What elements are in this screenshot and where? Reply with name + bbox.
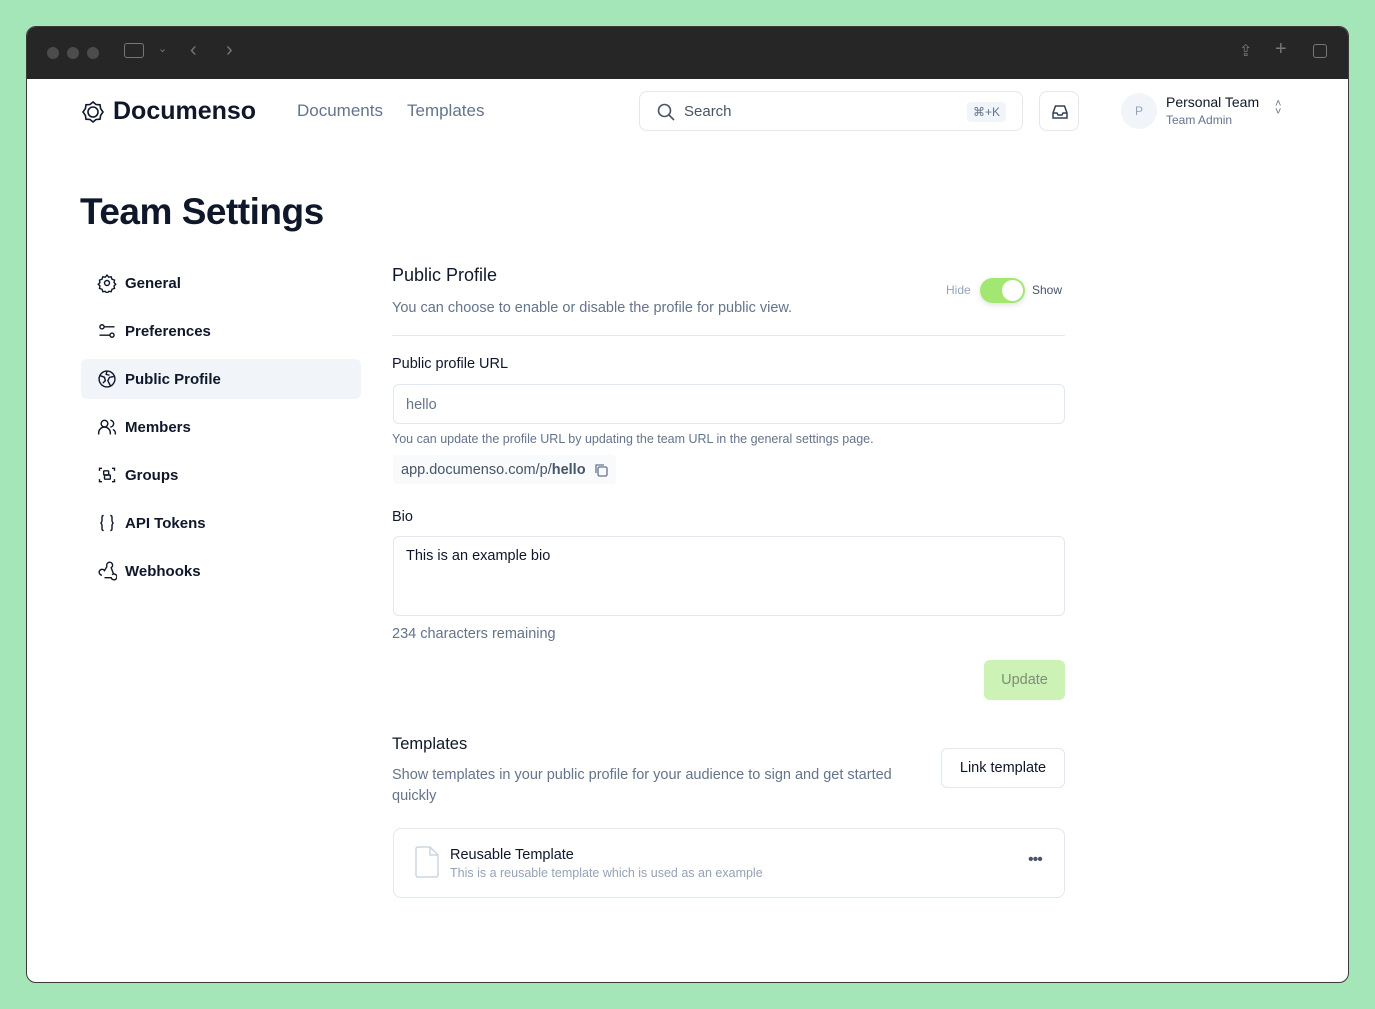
public-profile-description: You can choose to enable or disable the …: [392, 300, 793, 316]
browser-window: ⌄ ‹ › ⇪ + Documenso Documents Templates …: [26, 26, 1349, 983]
browser-titlebar: ⌄ ‹ › ⇪ +: [27, 27, 1348, 79]
templates-description: Show templates in your public profile fo…: [392, 767, 892, 804]
templates-title: Templates: [392, 735, 468, 753]
sidebar-item-webhooks[interactable]: Webhooks: [81, 551, 361, 591]
sidebar-item-label: Groups: [125, 466, 179, 484]
url-slug: hello: [551, 461, 586, 478]
sidebar-item-label: Webhooks: [125, 562, 201, 580]
page-title: Team Settings: [80, 191, 324, 232]
file-icon: [415, 846, 439, 878]
url-label: Public profile URL: [392, 356, 509, 372]
documenso-logo-icon: [82, 100, 104, 123]
toggle-knob: [1002, 280, 1023, 301]
sidebar-item-general[interactable]: General: [81, 263, 361, 303]
tabs-overview-icon[interactable]: [1313, 44, 1327, 58]
new-tab-icon[interactable]: +: [1275, 38, 1287, 60]
copy-icon[interactable]: [594, 463, 608, 477]
sliders-icon: [99, 324, 115, 338]
braces-icon: [100, 514, 114, 532]
profile-url-input[interactable]: hello: [393, 384, 1065, 424]
nav-documents[interactable]: Documents: [297, 101, 383, 120]
brand-logo[interactable]: Documenso: [81, 97, 256, 126]
profile-url-copy[interactable]: app.documenso.com/p/hello: [393, 455, 616, 484]
inbox-icon: [1052, 105, 1068, 119]
toggle-show-label: Show: [1032, 283, 1063, 297]
sidebar-item-label: Public Profile: [125, 370, 221, 388]
inbox-button[interactable]: [1039, 91, 1079, 131]
sidebar-item-groups[interactable]: Groups: [81, 455, 361, 495]
template-card[interactable]: Reusable Template This is a reusable tem…: [393, 828, 1065, 898]
team-role: Team Admin: [1166, 113, 1233, 127]
forward-icon[interactable]: ›: [226, 39, 233, 61]
team-name: Personal Team: [1166, 94, 1260, 110]
sidebar-item-members[interactable]: Members: [81, 407, 361, 447]
minimize-window-button[interactable]: [67, 47, 79, 59]
sidebar-item-label: API Tokens: [125, 514, 206, 532]
search-input[interactable]: Search ⌘+K: [639, 91, 1023, 131]
sidebar-toggle-icon[interactable]: [124, 43, 144, 58]
url-help-text: You can update the profile URL by updati…: [392, 432, 874, 446]
bio-label: Bio: [392, 509, 413, 525]
public-profile-toggle[interactable]: [980, 278, 1025, 303]
sidebar-item-api-tokens[interactable]: API Tokens: [81, 503, 361, 543]
maximize-window-button[interactable]: [87, 47, 99, 59]
sidebar-item-preferences[interactable]: Preferences: [81, 311, 361, 351]
url-prefix: app.documenso.com/p/: [401, 461, 552, 478]
toggle-hide-label: Hide: [946, 283, 971, 297]
link-template-button[interactable]: Link template: [941, 748, 1065, 788]
divider: [392, 335, 1065, 336]
globe-icon: [98, 370, 116, 388]
groups-icon: [98, 467, 116, 483]
public-profile-title: Public Profile: [392, 265, 498, 285]
users-icon: [97, 419, 117, 435]
sidebar-item-label: General: [125, 274, 181, 292]
gear-icon: [97, 273, 117, 293]
brand-name: Documenso: [113, 97, 257, 125]
search-icon: [657, 103, 675, 121]
search-shortcut: ⌘+K: [966, 102, 1006, 122]
bio-remaining: 234 characters remaining: [392, 626, 556, 642]
template-title: Reusable Template: [450, 847, 574, 863]
search-placeholder: Search: [684, 103, 732, 120]
sidebar-item-label: Members: [125, 418, 191, 436]
nav-templates[interactable]: Templates: [406, 101, 485, 120]
share-icon[interactable]: ⇪: [1239, 43, 1253, 60]
template-description: This is a reusable template which is use…: [450, 866, 763, 880]
chevron-down-icon[interactable]: ⌄: [158, 43, 168, 55]
team-switcher[interactable]: Personal Team Team Admin: [1166, 94, 1259, 127]
webhook-icon: [98, 561, 117, 581]
more-options-icon[interactable]: •••: [1028, 851, 1043, 868]
close-window-button[interactable]: [47, 47, 59, 59]
avatar[interactable]: P: [1121, 93, 1157, 129]
bio-textarea[interactable]: This is an example bio: [393, 536, 1065, 616]
chevrons-up-down-icon[interactable]: ˄ ˅: [1275, 98, 1282, 118]
back-icon[interactable]: ‹: [190, 39, 197, 61]
sidebar-item-public-profile[interactable]: Public Profile: [81, 359, 361, 399]
sidebar-item-label: Preferences: [125, 322, 211, 340]
update-button[interactable]: Update: [984, 660, 1065, 700]
